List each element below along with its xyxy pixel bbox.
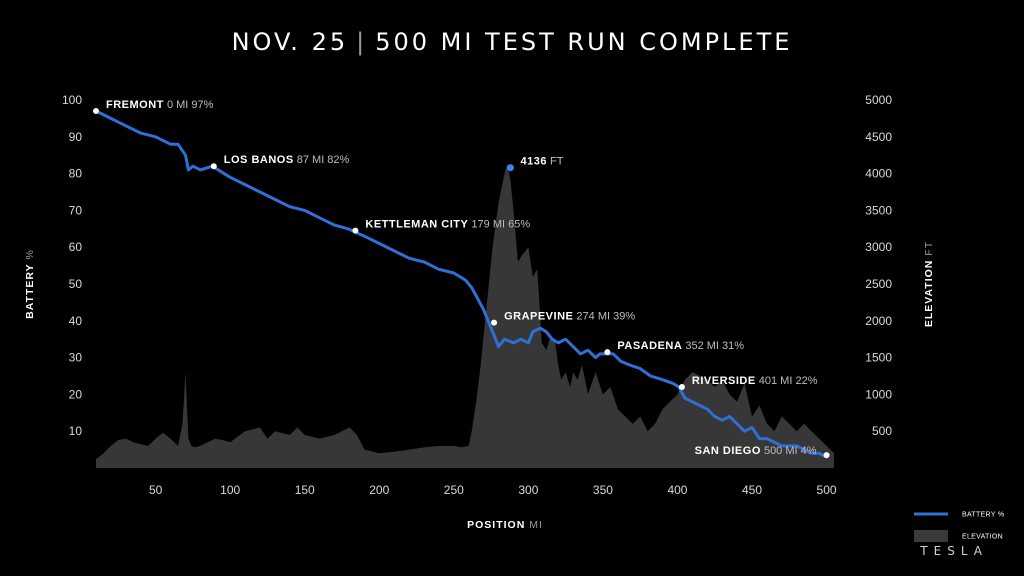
y-right-axis-title: ELEVATION FT <box>923 241 935 327</box>
tesla-logo: TESLA <box>920 544 988 558</box>
legend-swatch-area <box>914 530 948 542</box>
legend-label: BATTERY % <box>962 512 1004 519</box>
x-tick-label: 50 <box>149 483 163 497</box>
x-tick-label: 150 <box>295 483 315 497</box>
y-left-tick-label: 20 <box>69 387 83 401</box>
x-tick-label: 200 <box>369 483 389 497</box>
y-right-tick-label: 2500 <box>865 277 892 291</box>
annotation-detail: 352 MI 31% <box>682 340 744 352</box>
legend: BATTERY % ELEVATION <box>914 512 1004 542</box>
annotation-label: 4136 FT <box>520 156 563 168</box>
y-right-tick-label: 5000 <box>865 93 892 107</box>
x-tick-label: 400 <box>667 483 687 497</box>
x-axis-label: POSITION <box>467 519 525 531</box>
annotation-marker <box>491 319 498 326</box>
annotation-name: GRAPEVINE <box>504 311 573 323</box>
annotation: PASADENA 352 MI 31% <box>604 340 744 356</box>
x-tick-label: 100 <box>220 483 240 497</box>
annotation-name: RIVERSIDE <box>692 375 756 387</box>
y-right-axis-label: ELEVATION <box>923 260 935 328</box>
x-tick-label: 350 <box>593 483 613 497</box>
annotation-detail: 401 MI 22% <box>756 375 818 387</box>
annotation: 4136 FT <box>506 156 564 172</box>
annotation-marker <box>678 384 685 391</box>
annotation-name: KETTLEMAN CITY <box>365 219 468 231</box>
annotation-name: FREMONT <box>106 99 164 111</box>
x-axis-unit: MI <box>525 519 543 531</box>
x-tick-label: 250 <box>444 483 464 497</box>
annotation-marker <box>93 108 99 115</box>
annotation-marker <box>352 227 359 234</box>
annotation-label: LOS BANOS 87 MI 82% <box>224 154 350 166</box>
annotation-detail: 274 MI 39% <box>573 311 635 323</box>
y-left-tick-label: 50 <box>69 277 83 291</box>
annotation-detail: 179 MI 65% <box>468 219 530 231</box>
elevation-area <box>96 163 834 468</box>
annotation-name: SAN DIEGO <box>695 445 761 457</box>
y-right-tick-label: 4000 <box>865 167 892 181</box>
battery-line <box>94 109 828 459</box>
elevation-area-layer <box>96 163 834 468</box>
annotation: SAN DIEGO 500 MI 4% <box>695 445 830 459</box>
annotations-layer: FREMONT 0 MI 97% LOS BANOS 87 MI 82% KETTL… <box>93 99 830 459</box>
y-right-axis-unit: FT <box>923 241 935 260</box>
annotation-label: FREMONT 0 MI 97% <box>106 99 214 111</box>
y-left-tick-label: 70 <box>69 203 83 217</box>
y-left-tick-label: 100 <box>62 93 82 107</box>
annotation-marker <box>823 452 830 459</box>
legend-swatch-line <box>914 512 948 516</box>
battery-line-layer <box>94 109 828 459</box>
y-left-tick-label: 80 <box>69 167 83 181</box>
x-tick-label: 450 <box>742 483 762 497</box>
title-headline: 500 MI TEST RUN COMPLETE <box>375 28 793 56</box>
y-left-tick-label: 30 <box>69 351 83 365</box>
y-right-tick-label: 2000 <box>865 314 892 328</box>
annotation-detail: 500 MI 4% <box>761 445 817 457</box>
annotation-marker <box>604 349 611 356</box>
annotation-label: SAN DIEGO 500 MI 4% <box>695 445 817 457</box>
annotation: FREMONT 0 MI 97% <box>93 99 214 115</box>
annotation-marker <box>210 163 217 170</box>
annotation-detail: FT <box>547 156 564 168</box>
y-left-axis-label: BATTERY <box>24 263 36 318</box>
x-tick-label: 500 <box>817 483 837 497</box>
annotation-name: LOS BANOS <box>224 154 294 166</box>
legend-label: ELEVATION <box>962 534 1003 541</box>
y-left-tick-label: 60 <box>69 240 83 254</box>
y-right-tick-label: 3500 <box>865 203 892 217</box>
x-tick-label: 300 <box>518 483 538 497</box>
y-right-tick-label: 4500 <box>865 130 892 144</box>
axes-layer: 50 100 150 200 250 300 350 400 450 500 10 20 30 40 50 6… <box>24 93 935 531</box>
y-right-tick-label: 3000 <box>865 240 892 254</box>
annotation: KETTLEMAN CITY 179 MI 65% <box>352 219 530 234</box>
title-date: NOV. 25 <box>231 28 349 56</box>
y-right-tick-label: 500 <box>872 424 892 438</box>
annotation-detail: 87 MI 82% <box>294 154 350 166</box>
y-right-tick-label: 1000 <box>865 387 892 401</box>
annotation: RIVERSIDE 401 MI 22% <box>678 375 818 391</box>
annotation-marker <box>506 164 514 172</box>
annotation-label: KETTLEMAN CITY 179 MI 65% <box>365 219 530 231</box>
annotation-name: PASADENA <box>617 340 682 352</box>
annotation: LOS BANOS 87 MI 82% <box>210 154 350 170</box>
y-left-axis-unit: % <box>24 249 36 263</box>
y-left-tick-label: 90 <box>69 130 83 144</box>
annotation-label: RIVERSIDE 401 MI 22% <box>692 375 818 387</box>
y-left-tick-label: 40 <box>69 314 83 328</box>
annotation-label: GRAPEVINE 274 MI 39% <box>504 311 635 323</box>
annotation-name: 4136 <box>520 156 546 168</box>
x-axis-title: POSITION MI <box>467 519 543 531</box>
annotation: GRAPEVINE 274 MI 39% <box>491 311 635 326</box>
y-right-tick-label: 1500 <box>865 351 892 365</box>
y-left-axis-title: BATTERY % <box>24 249 36 319</box>
page-title: NOV. 25 | 500 MI TEST RUN COMPLETE <box>0 28 1024 56</box>
annotation-label: PASADENA 352 MI 31% <box>617 340 744 352</box>
annotation-detail: 0 MI 97% <box>164 99 214 111</box>
title-separator: | <box>356 28 368 56</box>
y-left-tick-label: 10 <box>69 424 83 438</box>
